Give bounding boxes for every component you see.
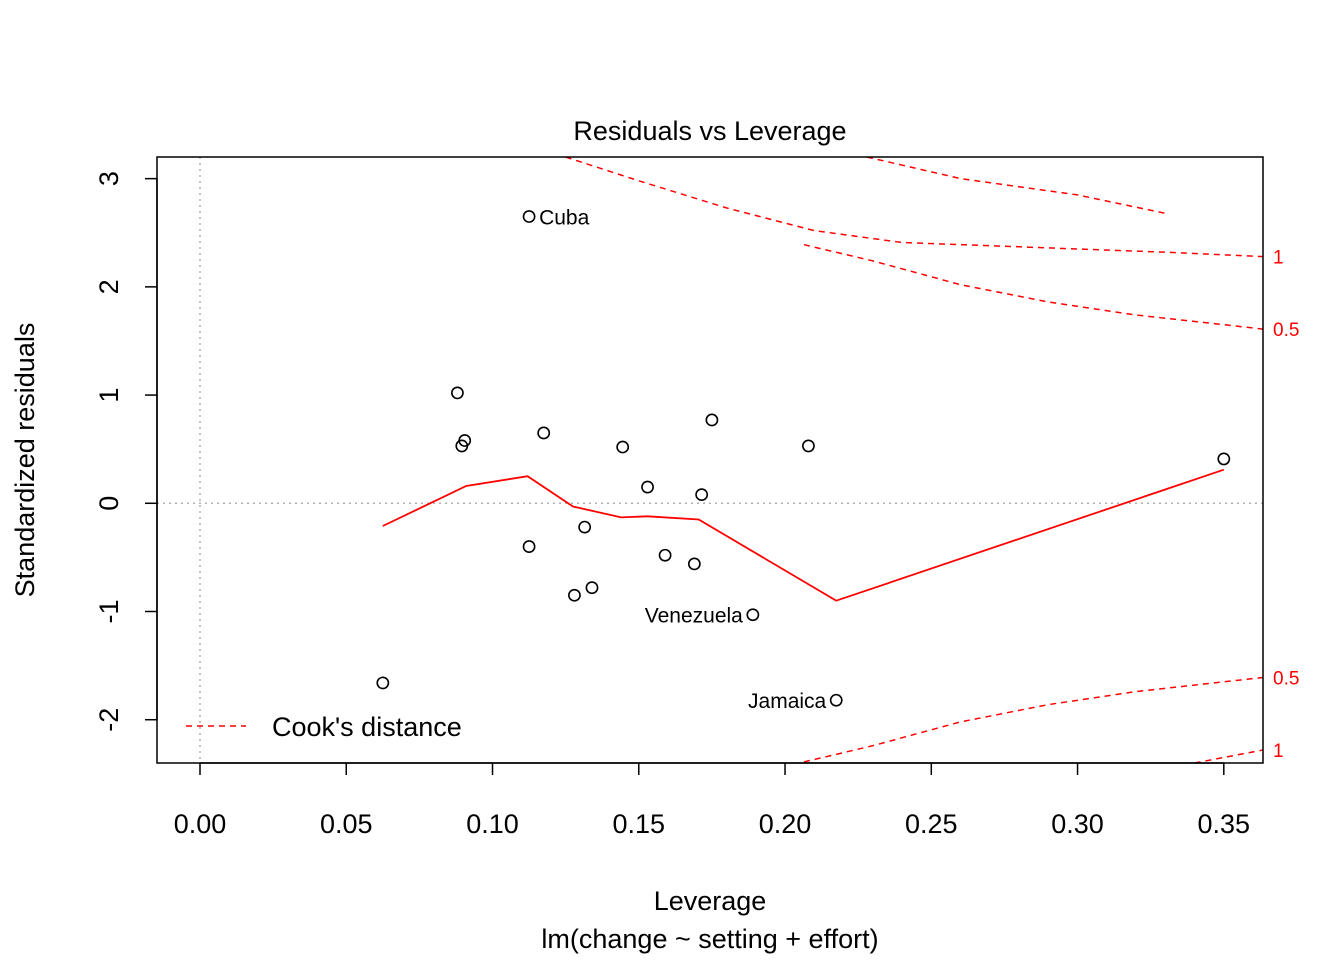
data-point [705, 413, 719, 427]
cooks-contour-label-upper-1: 1 [1273, 248, 1284, 269]
data-point [376, 676, 390, 690]
y-tick-label: 3 [94, 171, 124, 186]
plot-frame [156, 156, 1264, 764]
data-point [658, 548, 672, 562]
data-point [641, 480, 654, 494]
data-point [695, 488, 709, 502]
y-axis-ticks: -2 -1 0 1 2 3 [94, 171, 158, 732]
data-point [578, 520, 592, 534]
data-point [746, 608, 760, 622]
data-point [537, 426, 551, 440]
legend: Cook's distance [186, 712, 462, 742]
chart-title: Residuals vs Leverage [573, 116, 846, 146]
cooks-distance-contour-upper-0-5 [803, 243, 1263, 330]
y-tick-label: 2 [94, 279, 124, 294]
point-label-venezuela: Venezuela [645, 605, 743, 628]
plot-area: 0.5 0.5 1 1 Cuba Venezuela Jamaica [156, 156, 1299, 764]
plot-clipped-layer [157, 157, 1263, 763]
data-point [522, 540, 536, 553]
x-tick-label: 0.25 [905, 809, 958, 839]
x-tick-label: 0.00 [174, 809, 227, 839]
data-point [616, 440, 630, 454]
cooks-contour-label-upper-0-5: 0.5 [1273, 320, 1299, 341]
point-label-jamaica: Jamaica [748, 690, 827, 713]
model-formula-subtitle: lm(change ~ setting + effort) [541, 924, 878, 954]
x-tick-label: 0.15 [612, 809, 665, 839]
data-point [802, 439, 815, 453]
data-point [451, 386, 464, 400]
legend-cooks-distance-label: Cook's distance [272, 712, 462, 742]
data-point [829, 693, 843, 707]
data-point [1217, 452, 1231, 466]
x-tick-label: 0.05 [320, 809, 373, 839]
y-tick-label: -2 [94, 708, 124, 732]
cooks-distance-contour-upper-1 [565, 157, 1263, 258]
x-tick-label: 0.10 [466, 809, 519, 839]
cooks-distance-contour-lower-1 [1194, 749, 1263, 763]
smoother-line [382, 468, 1225, 602]
data-point [568, 588, 581, 602]
data-point [585, 581, 599, 595]
x-axis-ticks: 0.00 0.05 0.10 0.15 0.20 0.25 0.30 0.35 [174, 762, 1251, 839]
x-tick-label: 0.30 [1051, 809, 1104, 839]
x-tick-label: 0.35 [1198, 809, 1251, 839]
y-tick-label: -1 [94, 599, 124, 623]
data-point [458, 434, 472, 447]
y-tick-label: 0 [94, 496, 124, 511]
y-tick-label: 1 [94, 388, 124, 403]
cooks-distance-contour-upper-1-segment [866, 157, 1166, 215]
cooks-contour-label-lower-1: 1 [1273, 741, 1284, 762]
x-axis-label: Leverage [654, 886, 767, 916]
x-tick-label: 0.20 [759, 809, 812, 839]
y-axis-label: Standardized residuals [10, 323, 40, 598]
data-point [522, 210, 536, 223]
data-point [687, 557, 701, 571]
cooks-distance-contour-lower-0-5 [803, 676, 1263, 763]
cooks-contour-label-lower-0-5: 0.5 [1273, 669, 1299, 690]
point-label-cuba: Cuba [539, 207, 590, 230]
